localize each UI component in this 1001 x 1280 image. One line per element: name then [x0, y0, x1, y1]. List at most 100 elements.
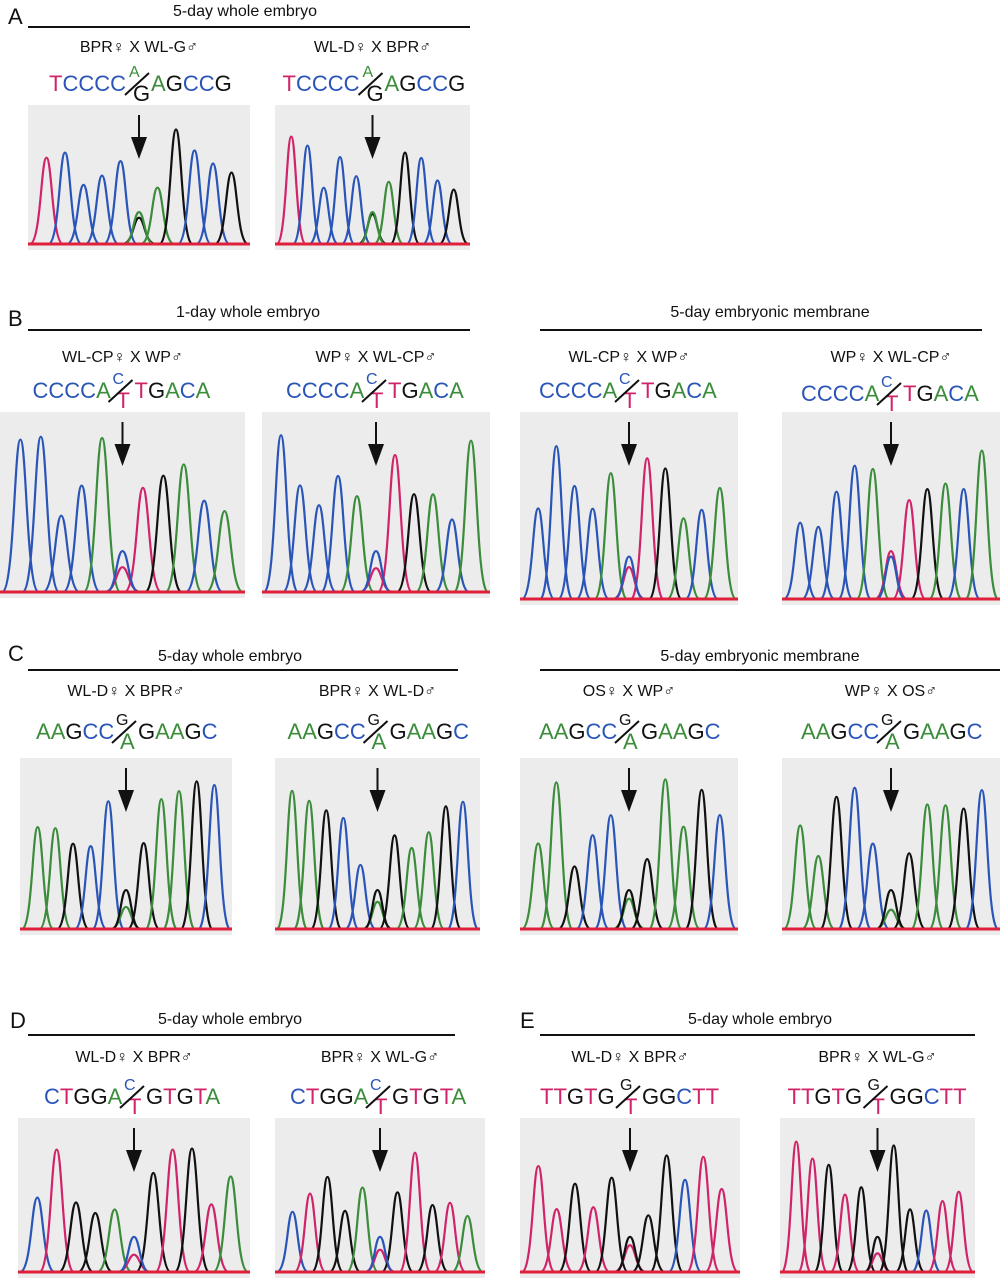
trace-peak [593, 814, 629, 931]
trace-peak [845, 1186, 877, 1274]
trace-peak [837, 786, 873, 931]
trace-peak [875, 888, 907, 931]
cross-label: WL-CP♀ X WP♂ [62, 349, 183, 366]
sequence-suffix: TGACA [388, 378, 464, 403]
trace-peak [262, 434, 300, 594]
trace-peak [614, 1235, 646, 1274]
sequence-slash [876, 720, 902, 744]
arrow-head [131, 137, 147, 159]
sequence-suffix: AGCCG [151, 71, 232, 96]
sequence-suffix: GAAGC [903, 719, 983, 744]
trace-peak [91, 800, 126, 931]
arrow-head [883, 790, 899, 812]
sequence-top: C [619, 371, 631, 388]
cross-label: WL-CP♀ X WP♂ [569, 349, 690, 366]
trace-peak [434, 518, 470, 594]
trace-peak [164, 463, 204, 594]
trace-peak [214, 171, 249, 246]
panel-label: A [8, 4, 23, 29]
arrow-head [369, 790, 386, 812]
sequence-bottom: T [623, 388, 636, 413]
cross-label: WP♀ X WL-CP♂ [316, 349, 437, 366]
trace-peak [376, 453, 414, 594]
trace-peak [38, 1148, 76, 1274]
arrow-head [869, 1150, 886, 1172]
trace-peak [782, 824, 818, 931]
sequence-prefix: AAGCC [801, 719, 879, 744]
arrow-head [114, 444, 131, 466]
trace-peak [647, 778, 683, 931]
trace-peak [557, 1182, 593, 1274]
trace-peak [173, 1147, 211, 1274]
trace-peak [630, 858, 665, 931]
arrow-head [883, 444, 899, 466]
trace-peak [73, 845, 108, 931]
sequence-prefix: CCCCA [801, 381, 880, 406]
cross-label: WL-D♀ X BPR♂ [314, 39, 431, 56]
sequence-suffix: GTGTA [392, 1084, 467, 1109]
sequence-prefix: TCCCC [49, 71, 126, 96]
sequence-bottom: G [367, 81, 384, 106]
trace-peak [538, 781, 574, 931]
sequence-bottom: A [885, 729, 900, 754]
sequence-bottom: T [885, 391, 898, 416]
sequence-slash [362, 720, 389, 744]
trace-peak [398, 1151, 432, 1274]
sequence-prefix: TTGTG [540, 1084, 615, 1109]
sequence-top: G [881, 712, 893, 729]
trace-peak [702, 486, 738, 601]
group-title: 1-day whole embryo [176, 304, 320, 321]
sequence-slash [107, 379, 134, 403]
cross-label: OS♀ X WP♂ [583, 683, 675, 700]
trace-peak [326, 816, 360, 931]
sequence-bottom: T [117, 388, 130, 413]
sequence-bottom: T [872, 1094, 885, 1119]
cross-label: WP♀ X OS♂ [845, 683, 937, 700]
trace-peak [346, 1186, 379, 1274]
sequence-prefix: AAGCC [36, 719, 114, 744]
sequence-suffix: GGCTT [642, 1084, 719, 1109]
trace-peak [685, 1155, 721, 1274]
trace-peak [964, 449, 1000, 601]
trace-peak [359, 210, 386, 246]
sequence-bottom: A [623, 729, 638, 754]
sequence-prefix: CTGGA [290, 1084, 369, 1109]
group-title: 5-day whole embryo [158, 1011, 302, 1028]
cross-label: WL-D♀ X BPR♂ [571, 1049, 688, 1066]
trace-peak [855, 842, 890, 931]
trace-peak [96, 1208, 133, 1274]
trace-peak [521, 842, 556, 931]
sequence-suffix: TGACA [903, 381, 979, 406]
panel-label: B [8, 306, 23, 331]
sequence-prefix: CCCCA [286, 378, 365, 403]
trace-peak [291, 144, 324, 246]
sequence-top: G [368, 712, 380, 729]
cross-label: WP♀ X WL-CP♂ [831, 349, 952, 366]
panel-label: E [520, 1008, 535, 1033]
trace-peak [82, 436, 122, 594]
trace-peak [451, 1214, 484, 1274]
trace-peak [943, 1190, 975, 1274]
sequence-bottom: T [370, 388, 383, 413]
trace-peak [964, 788, 1000, 931]
cross-label: BPR♀ X WL-G♂ [321, 1049, 439, 1066]
trace-peak [197, 783, 232, 931]
sequence-top: G [620, 1077, 632, 1094]
sequence-prefix: CCCCA [33, 378, 112, 403]
trace-peak [520, 507, 556, 601]
trace-peak [704, 1187, 740, 1274]
sequence-suffix: AGCCG [385, 71, 466, 96]
sequence-top: C [113, 371, 125, 388]
trace-peak [613, 888, 645, 931]
sequence-slash [111, 720, 137, 744]
trace-peak [111, 888, 141, 931]
trace-peak [344, 863, 377, 931]
group-title: 5-day whole embryo [173, 3, 317, 20]
sequence-bottom: T [374, 1094, 387, 1119]
sequence-slash [876, 382, 902, 406]
trace-peak [363, 888, 392, 931]
trace-peak [102, 160, 139, 246]
sequence-prefix: AAGCC [288, 719, 366, 744]
trace-peak [594, 1176, 630, 1274]
sequence-top: G [868, 1077, 880, 1094]
